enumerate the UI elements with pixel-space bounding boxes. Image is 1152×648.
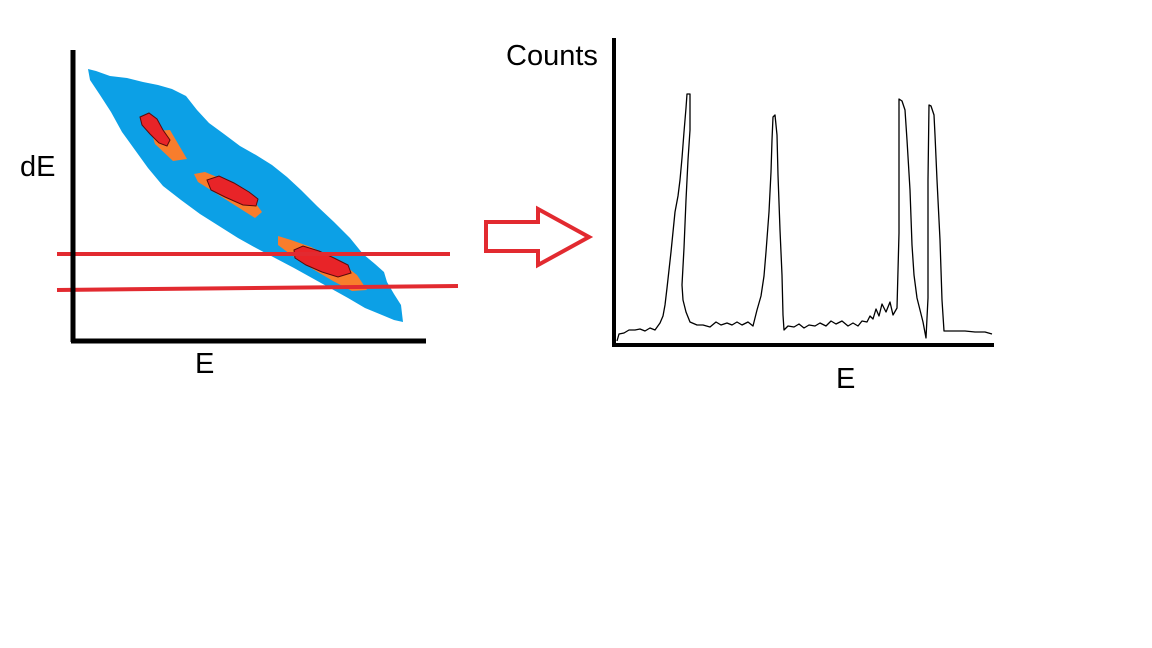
spectrum-trace [616,93,993,342]
left-x-axis-label: E [195,348,214,380]
spectrum-plot: Counts E [506,38,994,395]
de-e-plot: dE E [20,50,459,380]
isotope-core-2 [206,175,259,207]
left-y-axis-label: dE [20,151,55,183]
isotope-core-1 [139,112,171,147]
right-y-axis-label: Counts [506,40,598,72]
right-arrow-icon [484,205,594,269]
right-x-axis-label: E [836,363,855,395]
gate-line-lower [56,284,459,292]
